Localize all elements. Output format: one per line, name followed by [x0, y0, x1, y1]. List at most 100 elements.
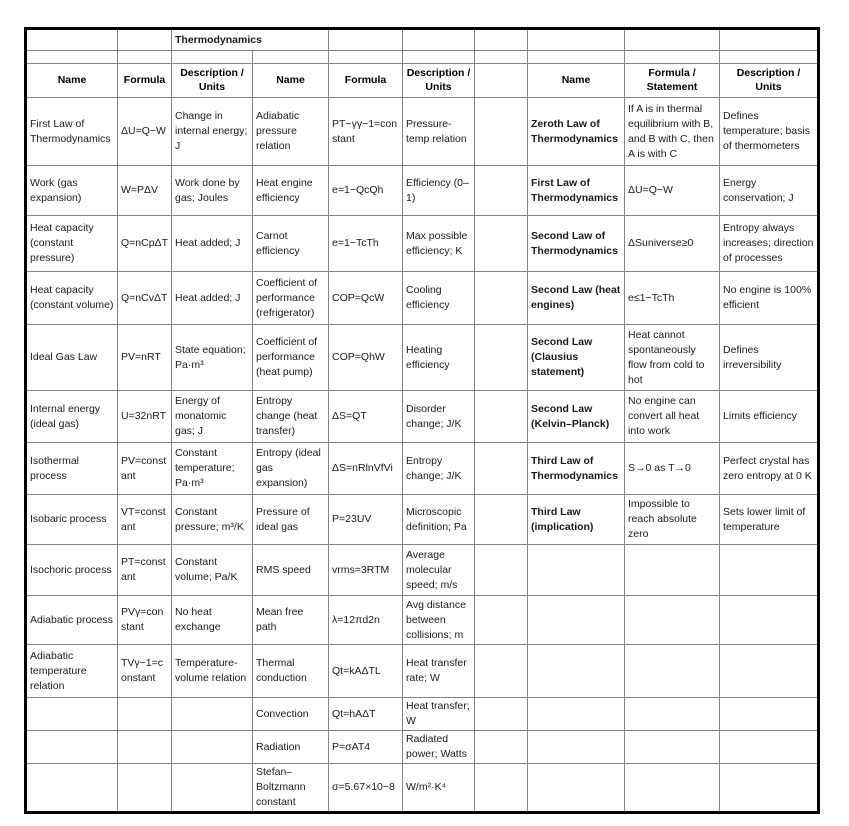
table-cell: Thermal conduction: [251, 644, 330, 698]
table-cell: Heat transfer rate; W: [402, 644, 476, 698]
table-cell: Convection: [251, 697, 330, 731]
table-cell: σ=5.67×10−8: [328, 763, 404, 813]
table-cell: Internal energy (ideal gas): [25, 390, 118, 443]
table-row: Isochoric process PT=constant Constant vol…: [25, 544, 820, 596]
table-cell: Pressure of ideal gas: [251, 494, 330, 545]
column-header-description-3: Description / Units: [719, 63, 820, 98]
table-cell: RMS speed: [251, 544, 330, 596]
table-cell: Sets lower limit of temperature: [719, 494, 820, 545]
table-cell: PVγ=constant: [117, 595, 172, 645]
table-cell: [474, 544, 529, 596]
table-cell: Heat capacity (constant volume): [25, 271, 118, 325]
table-cell: Isobaric process: [25, 494, 118, 545]
table-cell: Third Law (implication): [527, 494, 626, 545]
table-cell: [25, 697, 118, 731]
table-cell: [474, 324, 529, 391]
table-cell: [474, 442, 529, 495]
table-cell: [402, 50, 476, 64]
table-cell: [117, 697, 172, 731]
table-cell: e=1−TcTh: [328, 215, 404, 272]
table-cell: [117, 730, 172, 764]
column-header-name-3: Name: [527, 63, 626, 98]
table-cell: [719, 50, 820, 64]
table-cell: Heat transfer; W: [402, 697, 476, 731]
table-cell: [328, 28, 404, 51]
table-cell: No heat exchange: [171, 595, 253, 645]
column-header-name-1: Name: [25, 63, 118, 98]
table-cell: P=23UV: [328, 494, 404, 545]
table-cell: [171, 730, 253, 764]
table-row-title: Thermodynamics: [25, 28, 820, 51]
column-header-formula-statement: Formula / Statement: [624, 63, 721, 98]
table-row: Adiabatic process PVγ=constant No heat exc…: [25, 595, 820, 645]
table-cell: vrms=3RTM: [328, 544, 404, 596]
table-cell: [624, 697, 721, 731]
table-cell: ΔS=QT: [328, 390, 404, 443]
table-cell: [624, 595, 721, 645]
table-cell: [474, 215, 529, 272]
table-cell: ΔS=nRlnVfVi: [328, 442, 404, 495]
table-cell: Average molecular speed; m/s: [402, 544, 476, 596]
table-cell: PT=constant: [117, 544, 172, 596]
table-cell: [719, 644, 820, 698]
table-cell: [25, 763, 118, 813]
table-header-row: Name Formula Description / Units Name Fo…: [25, 63, 820, 98]
table-cell: VT=constant: [117, 494, 172, 545]
table-cell: [474, 271, 529, 325]
table-cell: [474, 494, 529, 545]
table-cell: Energy conservation; J: [719, 165, 820, 216]
table-cell: Microscopic definition; Pa: [402, 494, 476, 545]
table-cell: Heat added; J: [171, 215, 253, 272]
table-row: Internal energy (ideal gas) U=32nRT Energy…: [25, 390, 820, 443]
table-cell: [328, 50, 404, 64]
table-cell: [474, 390, 529, 443]
table-cell: [527, 763, 626, 813]
table-cell: Adiabatic process: [25, 595, 118, 645]
table-row: Stefan–Boltzmann constant σ=5.67×10−8 W/m²…: [25, 763, 820, 813]
table-cell: Zeroth Law of Thermodynamics: [527, 97, 626, 166]
table-cell: PV=constant: [117, 442, 172, 495]
table-cell: ΔU=Q−W: [117, 97, 172, 166]
table-cell: Radiated power; Watts: [402, 730, 476, 764]
table-cell: [117, 28, 172, 51]
table-cell: [474, 97, 529, 166]
table-cell: Adiabatic pressure relation: [251, 97, 330, 166]
table-cell: Impossible to reach absolute zero: [624, 494, 721, 545]
table-cell: COP=QhW: [328, 324, 404, 391]
table-cell: Work done by gas; Joules: [171, 165, 253, 216]
table-cell: [527, 50, 626, 64]
table-cell: Entropy change (heat transfer): [251, 390, 330, 443]
table-cell: [624, 50, 721, 64]
table-cell: Isothermal process: [25, 442, 118, 495]
table-cell: Adiabatic temperature relation: [25, 644, 118, 698]
table-cell: Heat capacity (constant pressure): [25, 215, 118, 272]
table-cell: ΔSuniverse≥0: [624, 215, 721, 272]
table-cell: Entropy always increases; direction of p…: [719, 215, 820, 272]
table-cell: PV=nRT: [117, 324, 172, 391]
table-cell: Qt=hAΔT: [328, 697, 404, 731]
table-cell: Qt=kAΔTL: [328, 644, 404, 698]
table-cell: Max possible efficiency; K: [402, 215, 476, 272]
table-body: First Law of Thermodynamics ΔU=Q−W Change …: [25, 97, 820, 813]
table-cell: [719, 544, 820, 596]
table-cell: [719, 28, 820, 51]
table-cell: Disorder change; J/K: [402, 390, 476, 443]
table-cell: [117, 763, 172, 813]
table-cell: [527, 544, 626, 596]
table-cell: [474, 50, 529, 64]
table-cell: Ideal Gas Law: [25, 324, 118, 391]
thermodynamics-table: Thermodynamics Name: [24, 27, 821, 814]
table-cell: Second Law (Clausius statement): [527, 324, 626, 391]
table-cell: Heat added; J: [171, 271, 253, 325]
table-cell: Heat engine efficiency: [251, 165, 330, 216]
table-cell: ΔU=Q−W: [624, 165, 721, 216]
table-cell: [171, 50, 253, 64]
table-cell: Work (gas expansion): [25, 165, 118, 216]
table-row: Adiabatic temperature relation TVγ−1=cons…: [25, 644, 820, 698]
table-cell: Second Law of Thermodynamics: [527, 215, 626, 272]
table-cell: Constant temperature; Pa·m³: [171, 442, 253, 495]
table-cell: COP=QcW: [328, 271, 404, 325]
table-cell: Carnot efficiency: [251, 215, 330, 272]
table-cell: Second Law (heat engines): [527, 271, 626, 325]
